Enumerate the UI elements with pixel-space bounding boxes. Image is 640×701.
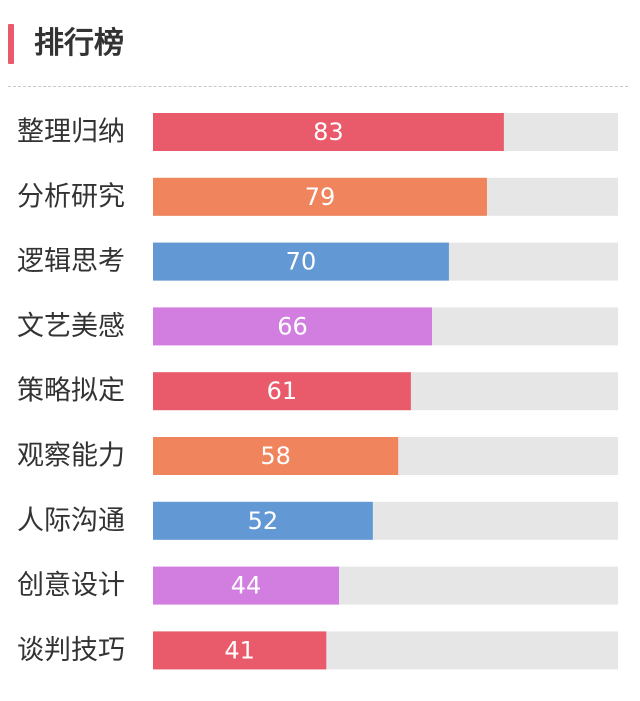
value-label: 44 (231, 572, 262, 600)
value-label: 58 (260, 442, 291, 470)
category-label: 观察能力 (17, 441, 125, 472)
category-label: 文艺美感 (17, 311, 125, 342)
value-label: 70 (286, 248, 317, 276)
value-label: 41 (224, 636, 255, 664)
value-label: 61 (267, 377, 298, 405)
category-label: 谈判技巧 (17, 635, 125, 666)
value-label: 52 (248, 507, 279, 535)
chart-header: 排行榜 (8, 22, 628, 66)
chart-title: 排行榜 (34, 26, 124, 61)
category-label: 创意设计 (17, 570, 125, 601)
bar (153, 501, 373, 540)
category-label: 分析研究 (17, 181, 125, 212)
bar (153, 242, 449, 281)
bar (153, 177, 487, 216)
bar (153, 437, 399, 475)
value-label: 66 (277, 312, 308, 340)
category-label: 策略拟定 (17, 376, 125, 407)
value-label: 79 (305, 183, 336, 211)
bar (153, 631, 327, 670)
bar (153, 566, 339, 605)
category-label: 整理归纳 (17, 117, 125, 148)
header-divider (8, 86, 628, 87)
value-label: 83 (313, 118, 344, 146)
category-label: 逻辑思考 (17, 246, 125, 277)
category-label: 人际沟通 (17, 505, 125, 536)
bar (153, 113, 504, 151)
bar (153, 372, 411, 411)
title-accent-bar (8, 24, 14, 64)
bar (153, 307, 432, 346)
